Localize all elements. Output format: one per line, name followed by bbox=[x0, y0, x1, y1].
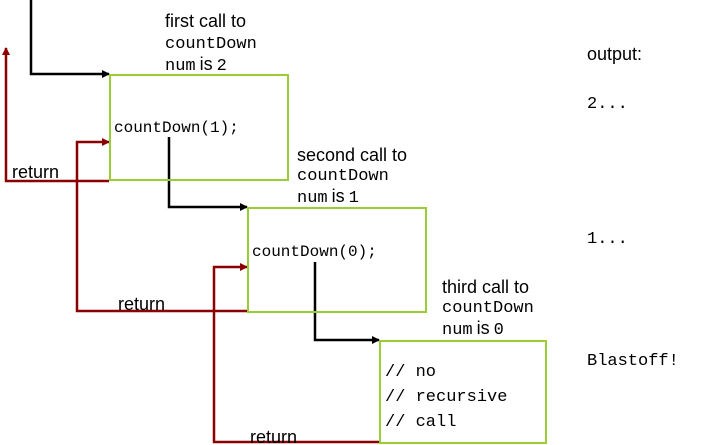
second-call-heading: second call to bbox=[297, 145, 408, 165]
param-value: 2 bbox=[216, 57, 227, 76]
third-call-heading: third call to bbox=[442, 277, 530, 297]
param-value: 1 bbox=[348, 189, 359, 208]
second-call-body: countDown(0); bbox=[252, 243, 377, 261]
param-is: is bbox=[199, 54, 213, 74]
third-call-frame: // no // recursive // call bbox=[379, 340, 547, 444]
third-call-body-line: // recursive bbox=[385, 388, 508, 407]
third-call-function: countDown bbox=[442, 299, 534, 318]
param-is: is bbox=[331, 186, 345, 206]
first-call-function: countDown bbox=[165, 35, 257, 54]
first-call-param: num is 2 bbox=[165, 55, 227, 75]
third-call-body-line: // no bbox=[385, 363, 437, 382]
first-call-body: countDown(1); bbox=[114, 119, 239, 137]
output-line: Blastoff! bbox=[587, 352, 679, 371]
third-call-return-label: return bbox=[250, 427, 298, 445]
call-arrow-1 bbox=[29, 0, 110, 78]
second-call-function: countDown bbox=[297, 167, 389, 186]
param-name: num bbox=[442, 321, 473, 340]
second-call-param: num is 1 bbox=[297, 187, 359, 207]
call-arrow-2 bbox=[167, 137, 248, 211]
call-arrow-3 bbox=[313, 262, 380, 344]
second-call-return-label: return bbox=[118, 294, 166, 314]
param-name: num bbox=[165, 57, 196, 76]
first-call-return-label: return bbox=[12, 162, 60, 182]
third-call-body-line: // call bbox=[385, 413, 457, 432]
param-name: num bbox=[297, 189, 328, 208]
param-value: 0 bbox=[493, 321, 504, 340]
return-arrow-1 bbox=[2, 47, 109, 183]
param-is: is bbox=[476, 318, 490, 338]
output-line: 1... bbox=[587, 230, 628, 249]
first-call-heading: first call to bbox=[165, 11, 247, 31]
third-call-param: num is 0 bbox=[442, 319, 504, 339]
output-line: 2... bbox=[587, 95, 628, 114]
first-call-frame: countDown(1); bbox=[109, 74, 289, 181]
return-arrow-3 bbox=[212, 263, 379, 444]
output-label: output: bbox=[587, 44, 643, 64]
return-arrow-2 bbox=[75, 138, 247, 313]
second-call-frame: countDown(0); bbox=[247, 207, 427, 313]
